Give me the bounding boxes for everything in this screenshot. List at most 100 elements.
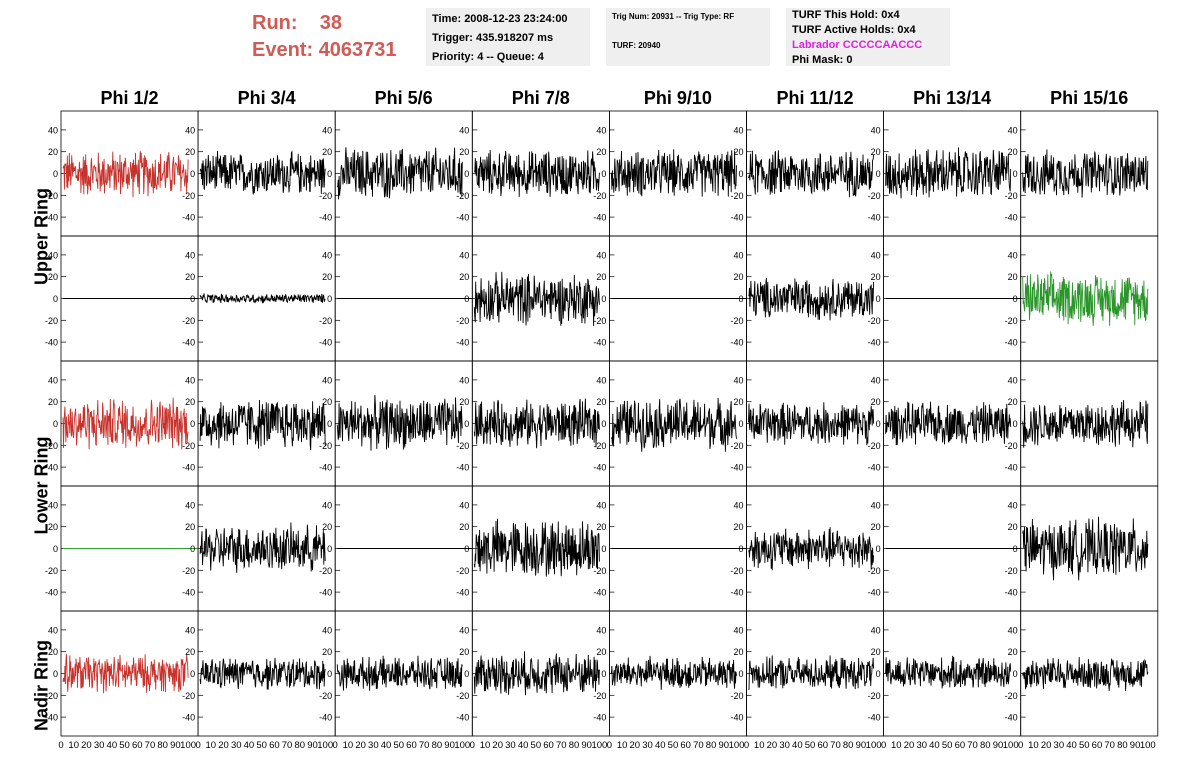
y-tick-label: 40	[871, 250, 881, 260]
x-tick-label: 90	[581, 740, 592, 751]
y-tick-label: -40	[730, 338, 743, 348]
y-tick-label: 40	[322, 125, 332, 135]
x-tick-label: 100	[729, 740, 745, 751]
waveform-trace	[336, 394, 463, 451]
x-tick-label: 80	[569, 740, 580, 751]
waveform-panel: 40 20 0 -20 -40	[730, 235, 885, 362]
y-tick-label: 0	[601, 669, 606, 679]
waveform-trace	[199, 657, 326, 690]
x-tick-label: 70	[967, 740, 978, 751]
x-tick-label: 20	[81, 740, 92, 751]
waveform-panel: 40 20 0 -20 -40	[456, 485, 610, 612]
y-tick-label: -20	[319, 691, 332, 701]
y-tick-label: 40	[48, 500, 58, 510]
x-tick-label: 80	[706, 740, 717, 751]
x-tick-label: 40	[1066, 740, 1077, 751]
y-tick-label: 40	[459, 500, 469, 510]
waveform-panel: 40 20 0 -20 -40	[319, 235, 473, 362]
y-tick-label: -20	[593, 566, 606, 576]
column-title: Phi 1/2	[100, 88, 159, 108]
y-tick-label: -20	[456, 441, 469, 451]
y-tick-label: 40	[459, 625, 469, 635]
y-tick-label: 40	[1008, 250, 1018, 260]
y-tick-label: 20	[596, 647, 606, 657]
y-tick-label: -20	[45, 566, 58, 576]
waveform-trace	[610, 149, 737, 197]
y-tick-label: -20	[456, 566, 469, 576]
y-tick-label: 0	[190, 294, 195, 304]
y-tick-label: 0	[53, 544, 58, 554]
waveform-trace	[62, 653, 189, 694]
x-tick-label: 90	[719, 740, 730, 751]
x-tick-label: 80	[294, 740, 305, 751]
y-tick-label: -20	[182, 691, 195, 701]
waveform-trace	[885, 401, 1012, 446]
x-tick-label: 20	[904, 740, 915, 751]
y-tick-label: -20	[319, 316, 332, 326]
panel-frame	[334, 110, 473, 237]
x-tick-label: 60	[1092, 740, 1103, 751]
y-tick-label: 0	[1013, 294, 1018, 304]
x-tick-label: 30	[916, 740, 927, 751]
x-tick-label: 0	[195, 740, 200, 751]
y-tick-label: -40	[319, 213, 332, 223]
x-tick-label: 50	[805, 740, 816, 751]
y-tick-label: -40	[456, 213, 469, 223]
x-tick-label: 100	[317, 740, 333, 751]
waveform-panel: 40 20 0 -20 -40	[45, 110, 199, 237]
waveform-panel: 40 20 0 -20 -40	[45, 360, 199, 487]
waveform-trace	[748, 655, 875, 690]
y-tick-label: 0	[738, 544, 743, 554]
x-tick-label: 20	[218, 740, 229, 751]
y-tick-label: -40	[1005, 713, 1018, 723]
y-tick-label: 40	[48, 250, 58, 260]
x-tick-label: 40	[107, 740, 118, 751]
y-tick-label: -20	[1005, 566, 1018, 576]
column-title: Phi 3/4	[237, 88, 296, 108]
y-tick-label: -20	[456, 691, 469, 701]
waveform-trace	[473, 271, 600, 327]
y-tick-label: 20	[459, 397, 469, 407]
y-tick-label: 40	[733, 125, 743, 135]
y-tick-label: 0	[1013, 169, 1018, 179]
waveform-panel: 40 20 0 -20 -40	[868, 235, 1022, 362]
y-tick-label: -20	[593, 441, 606, 451]
x-tick-label: 70	[693, 740, 704, 751]
y-tick-label: -20	[1005, 441, 1018, 451]
x-tick-label: 70	[1104, 740, 1115, 751]
waveform-trace	[199, 293, 326, 304]
waveform-panel: 40 20 0 -20 -40	[1005, 610, 1159, 737]
event-label: Event:	[252, 39, 314, 61]
waveform-trace	[336, 147, 463, 200]
y-tick-label: -20	[182, 316, 195, 326]
waveform-panel: 40 20 0 -20 -40	[593, 235, 747, 362]
y-tick-label: -20	[593, 691, 606, 701]
y-tick-label: -20	[182, 191, 195, 201]
y-tick-label: -40	[593, 588, 606, 598]
x-tick-label: 0	[1018, 740, 1023, 751]
y-tick-label: 0	[190, 544, 195, 554]
time-text: Time: 2008-12-23 23:24:00	[432, 13, 568, 25]
waveform-panel: 40 20 0 -20 -40	[45, 235, 199, 362]
y-tick-label: 20	[48, 522, 58, 532]
x-tick-label: 60	[680, 740, 691, 751]
y-tick-label: 0	[876, 669, 881, 679]
y-tick-label: 40	[48, 625, 58, 635]
y-tick-label: 20	[322, 647, 332, 657]
x-tick-label: 60	[955, 740, 966, 751]
x-tick-label: 100	[1140, 740, 1156, 751]
y-tick-label: 0	[53, 169, 58, 179]
waveform-panel: 40 20 0 -20 -40	[456, 235, 610, 362]
y-tick-label: 20	[596, 147, 606, 157]
y-tick-label: -20	[593, 316, 606, 326]
y-tick-label: 20	[185, 272, 195, 282]
x-tick-label: 30	[1054, 740, 1065, 751]
waveform-panel: 40 20 0 -20 -40	[593, 485, 747, 612]
x-tick-label: 100	[180, 740, 196, 751]
column-title: Phi 9/10	[643, 88, 712, 108]
y-tick-label: 40	[322, 375, 332, 385]
y-tick-label: -20	[868, 441, 881, 451]
y-tick-label: 0	[1013, 544, 1018, 554]
waveform-panel: 40 20 0 -20 -40	[868, 110, 1022, 237]
y-tick-label: 0	[464, 419, 469, 429]
